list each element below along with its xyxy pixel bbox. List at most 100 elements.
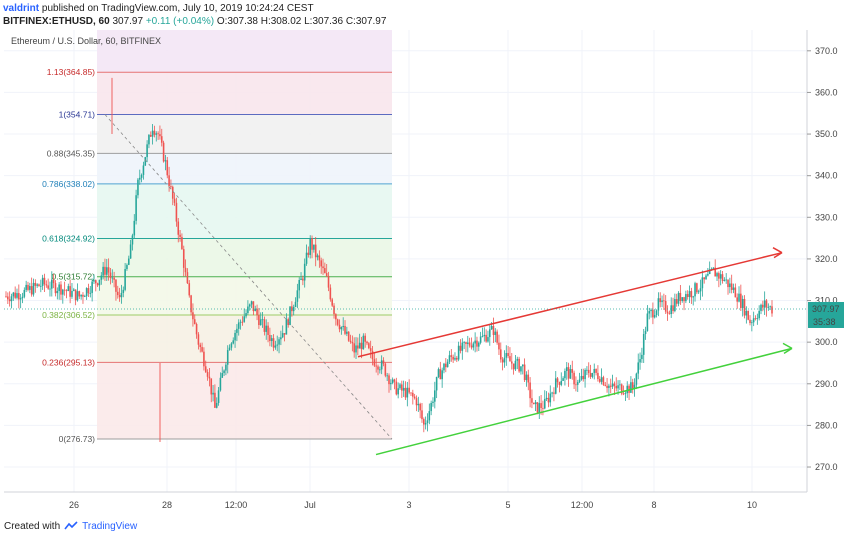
candle-body	[507, 353, 509, 357]
candle-body	[415, 398, 418, 406]
candle-body	[771, 306, 773, 314]
candle-body	[331, 299, 333, 306]
time-tick-label: 28	[162, 500, 172, 510]
candle-body	[212, 392, 214, 395]
candle-body	[679, 292, 682, 301]
fib-level-label: 1(354.71)	[59, 109, 96, 119]
fib-level-label: 0.88(345.35)	[47, 148, 95, 158]
price-chart[interactable]: 1.13(364.85) 1(354.71) 0.88(345.35) 0.786(3…	[4, 30, 846, 516]
candle-body	[729, 283, 731, 288]
candle-body	[232, 340, 235, 344]
candle-body	[179, 234, 181, 237]
candle-body	[538, 403, 541, 413]
candle-body	[721, 274, 724, 281]
candle-body	[168, 175, 170, 187]
candle-body	[635, 373, 638, 385]
candle-body	[201, 347, 203, 352]
candle-body	[619, 384, 621, 386]
candle-body	[439, 369, 442, 380]
candle-body	[767, 306, 770, 308]
fib-level-label: 0.618(324.92)	[42, 233, 95, 243]
candle-body	[595, 369, 597, 373]
time-tick-label: Jul	[304, 500, 316, 510]
last-price-marker-text: 307.97	[812, 304, 840, 314]
candle-body	[589, 373, 592, 377]
candle-body	[576, 382, 579, 385]
candle-body	[591, 372, 594, 377]
candle-body	[391, 379, 394, 383]
candle-body	[320, 260, 322, 267]
candle-body	[49, 288, 51, 290]
candle-body	[203, 351, 205, 367]
candle-body	[76, 291, 79, 301]
candle-body	[413, 396, 416, 399]
candle-body	[107, 267, 110, 273]
candle-body	[674, 299, 676, 312]
candle-body	[499, 349, 502, 360]
author-name[interactable]: valdrint	[3, 3, 40, 14]
candle-body	[765, 300, 768, 308]
candle-body	[105, 267, 108, 275]
price-tick-label: 330.0	[815, 212, 838, 222]
candle-body	[758, 310, 760, 319]
candle-body	[87, 288, 90, 294]
candle-body	[259, 319, 262, 326]
candle-body	[375, 365, 377, 367]
candle-body	[736, 297, 738, 302]
candle-body	[672, 305, 674, 312]
candle-body	[642, 334, 645, 355]
candle-body	[10, 296, 13, 302]
candle-body	[19, 298, 22, 300]
candle-body	[155, 133, 158, 135]
price-tick-label: 300.0	[815, 337, 838, 347]
candle-body	[269, 334, 271, 342]
candle-body	[170, 186, 172, 187]
candle-body	[743, 298, 746, 316]
candle-body	[434, 390, 436, 402]
candle-body	[96, 283, 99, 286]
candle-body	[463, 342, 465, 343]
candle-body	[74, 289, 77, 301]
candle-body	[712, 267, 715, 270]
candle-body	[305, 252, 308, 264]
candle-body	[749, 319, 751, 324]
candle-body	[697, 291, 700, 293]
candle-body	[760, 304, 762, 311]
price-tick-label: 350.0	[815, 129, 838, 139]
candle-body	[551, 392, 553, 394]
candle-body	[725, 279, 727, 281]
candle-body	[14, 292, 16, 298]
candle-body	[58, 284, 60, 292]
candle-body	[586, 369, 588, 371]
candle-body	[626, 385, 629, 394]
candle-body	[694, 283, 696, 297]
candle-body	[298, 279, 301, 291]
candle-body	[164, 160, 167, 162]
tradingview-brand[interactable]: TradingView	[82, 520, 138, 532]
candle-body	[258, 315, 260, 326]
candle-body	[606, 385, 608, 388]
candle-body	[173, 198, 176, 203]
candle-body	[734, 287, 737, 298]
candle-body	[27, 284, 29, 290]
candle-body	[609, 385, 612, 387]
candle-body	[100, 275, 103, 280]
candle-body	[747, 310, 749, 320]
candle-body	[459, 345, 462, 351]
candle-body	[553, 392, 555, 394]
candle-body	[604, 384, 607, 386]
candle-body	[426, 420, 429, 423]
candle-body	[419, 403, 421, 411]
candle-body	[239, 321, 242, 323]
candle-body	[701, 277, 704, 289]
candle-body	[382, 360, 385, 364]
upper-channel-arrow-icon	[772, 247, 783, 259]
candle-body	[102, 266, 104, 276]
candle-body	[300, 278, 302, 280]
candle-body	[12, 292, 15, 297]
candle-body	[622, 393, 625, 395]
candle-body	[428, 411, 431, 421]
candle-body	[714, 267, 716, 277]
candle-body	[512, 363, 515, 370]
candle-body	[182, 249, 185, 268]
